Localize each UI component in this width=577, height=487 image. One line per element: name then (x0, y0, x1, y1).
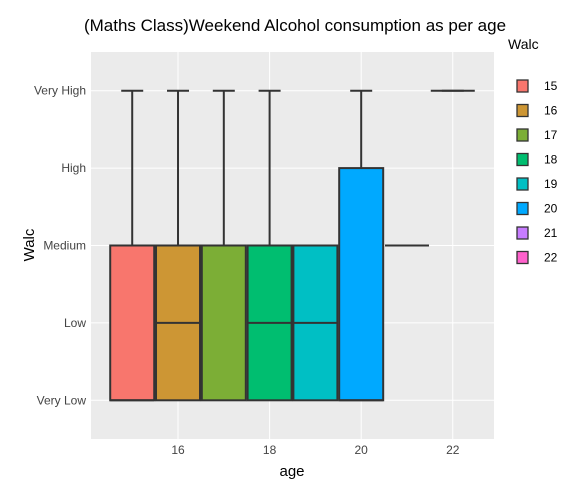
box-age-20[interactable] (338, 89, 385, 402)
x-axis-ticks: 16 18 20 22 (171, 443, 459, 457)
y-axis-title: Walc (21, 228, 38, 261)
x-tick-label: 20 (355, 443, 369, 457)
y-tick-label: Medium (43, 239, 86, 253)
legend-swatch (516, 250, 529, 265)
x-tick-label: 16 (171, 443, 185, 457)
chart-title: (Maths Class)Weekend Alcohol consumption… (84, 16, 506, 35)
y-tick-label: Very Low (37, 393, 87, 407)
box-iqr (338, 167, 385, 402)
legend-item-20[interactable]: 20 (516, 201, 558, 216)
x-tick-label: 22 (446, 443, 460, 457)
box-age-19[interactable] (292, 244, 339, 402)
legend[interactable]: 15 16 17 18 19 20 21 22 (516, 79, 558, 265)
legend-item-15[interactable]: 15 (516, 79, 558, 93)
x-tick-label: 18 (263, 443, 277, 457)
legend-item-17[interactable]: 17 (516, 128, 558, 142)
legend-label: 15 (544, 79, 558, 93)
box-age-15[interactable] (109, 89, 156, 402)
legend-swatch (516, 79, 529, 93)
y-tick-label: Low (64, 316, 86, 330)
legend-swatch (516, 103, 529, 118)
legend-swatch (516, 152, 529, 167)
legend-swatch (516, 226, 529, 240)
box-iqr (109, 244, 156, 402)
box-age-16[interactable] (155, 89, 202, 402)
y-tick-label: Very High (34, 84, 86, 98)
legend-swatch (516, 201, 529, 216)
y-tick-label: High (61, 161, 86, 175)
legend-label: 22 (544, 251, 558, 265)
x-axis-title: age (279, 463, 304, 480)
box-age-17[interactable] (200, 89, 247, 402)
legend-item-18[interactable]: 18 (516, 152, 558, 167)
legend-item-21[interactable]: 21 (516, 226, 558, 240)
box-iqr (200, 244, 247, 402)
legend-label: 21 (544, 226, 558, 240)
legend-item-22[interactable]: 22 (516, 250, 558, 265)
legend-label: 18 (544, 153, 558, 167)
box-age-18[interactable] (246, 89, 293, 402)
boxes (109, 89, 475, 402)
legend-item-16[interactable]: 16 (516, 103, 558, 118)
legend-swatch (516, 177, 529, 191)
legend-item-19[interactable]: 19 (516, 177, 558, 191)
legend-label: 20 (544, 202, 558, 216)
legend-label: 19 (544, 177, 558, 191)
legend-swatch (516, 128, 529, 142)
legend-label: 17 (544, 128, 558, 142)
legend-label: 16 (544, 104, 558, 118)
y-axis-ticks: Very Low Low Medium High Very High (34, 84, 86, 408)
legend-title: Walc (508, 36, 539, 52)
